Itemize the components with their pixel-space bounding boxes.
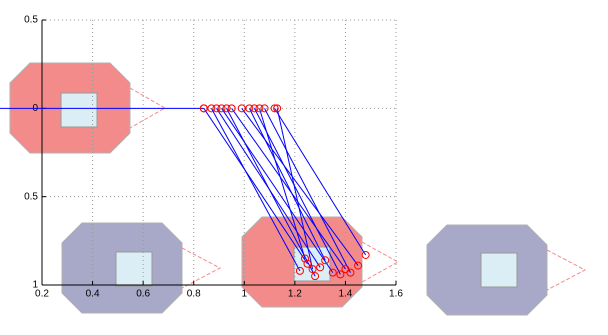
marker (311, 272, 320, 281)
line (221, 108, 334, 273)
shapes (9, 62, 587, 316)
marker (354, 261, 363, 270)
line (276, 108, 314, 270)
line (264, 108, 351, 273)
line (253, 108, 341, 275)
heading (129, 87, 167, 129)
marker (237, 104, 246, 113)
line (210, 108, 301, 272)
marker (270, 104, 279, 113)
marker (273, 104, 282, 113)
marker (336, 270, 345, 279)
marker (245, 104, 254, 113)
x-tick-label: 1 (242, 289, 248, 300)
marker (260, 104, 269, 113)
marker (217, 104, 226, 113)
inner-square (60, 92, 98, 128)
y-tick-label: 0.5 (24, 191, 38, 202)
marker (250, 104, 259, 113)
heading (361, 241, 400, 283)
line (226, 108, 316, 277)
x-tick-label: 1.6 (389, 289, 403, 300)
marker (346, 268, 355, 277)
x-tick-label: 0.6 (136, 289, 150, 300)
marker (255, 104, 264, 113)
marker (199, 104, 208, 113)
marker (295, 266, 304, 275)
marker (328, 268, 337, 277)
x-tick-label: 0.8 (187, 289, 201, 300)
inner-square (480, 252, 518, 288)
line (258, 108, 306, 259)
line (241, 108, 359, 266)
y-tick-label: 0.5 (24, 15, 38, 26)
x-tick-label: 1.2 (288, 289, 302, 300)
marker (303, 259, 312, 268)
marker (308, 265, 317, 274)
line (203, 108, 308, 265)
marker (227, 104, 236, 113)
marker (207, 104, 216, 113)
heading (546, 249, 587, 291)
line (231, 108, 346, 270)
x-tick-label: 0.4 (86, 289, 100, 300)
marker (361, 250, 370, 259)
x-tick-label: 1.4 (338, 289, 352, 300)
inner-square (115, 251, 153, 287)
y-tick-label: 1 (32, 280, 38, 291)
line (274, 108, 367, 256)
x-tick-label: 0.2 (35, 289, 49, 300)
marker (300, 254, 309, 263)
marker (222, 104, 231, 113)
heading (181, 247, 222, 289)
line (248, 108, 326, 261)
marker (321, 256, 330, 265)
marker (212, 104, 221, 113)
marker (316, 263, 325, 272)
